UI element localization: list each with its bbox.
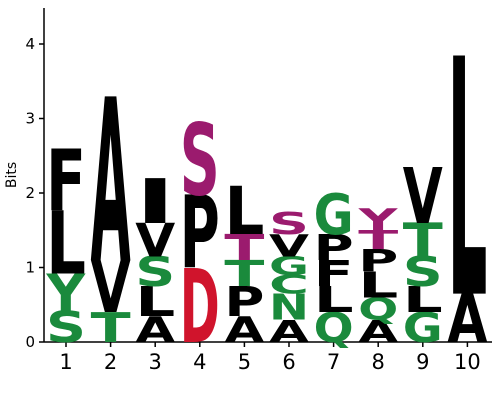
logo-letter-s: S xyxy=(135,249,175,296)
logo-letter-l: L xyxy=(224,173,264,250)
logo-letter-s: S xyxy=(180,103,220,218)
logo-letter-p: P xyxy=(180,174,220,291)
logo-letter-c: C xyxy=(269,271,309,300)
logo-letter-f: F xyxy=(46,132,86,231)
logo-letter-l: L xyxy=(46,193,86,294)
logo-letter-t: T xyxy=(224,254,264,295)
position-label: 4 xyxy=(193,350,206,374)
logo-letter-a: A xyxy=(358,315,398,350)
y-ticks: 0 1 2 3 4 xyxy=(25,35,44,351)
logo-letter-a: A xyxy=(224,310,265,351)
logo-letter-v: V xyxy=(269,229,309,264)
logo-letter-s: S xyxy=(403,249,443,296)
logo-glyphs: SYLFTVAALSVIDPSAPTTLANCGVSQLFPGAQLPTYGLS… xyxy=(46,0,488,371)
position-label: 2 xyxy=(104,350,117,374)
logo-letter-v: V xyxy=(135,214,175,268)
logo-letter-y: Y xyxy=(46,265,87,324)
position-label: 1 xyxy=(59,350,72,374)
logo-letter-y: Y xyxy=(358,203,398,238)
logo-letter-t: T xyxy=(91,304,132,352)
x-ticks: 1 2 3 4 5 6 7 8 9 10 xyxy=(59,342,481,374)
logo-letter-s: S xyxy=(46,302,86,352)
y-tick-label: 4 xyxy=(25,35,35,53)
y-tick-label: 0 xyxy=(25,333,35,351)
logo-letter-t: T xyxy=(224,228,264,269)
logo-letter-g: G xyxy=(314,183,354,248)
logo-letter-q: Q xyxy=(314,305,354,352)
logo-letter-f: F xyxy=(314,254,354,295)
position-label: 9 xyxy=(416,350,429,374)
logo-letter-g: G xyxy=(269,252,309,282)
logo-letter-n: N xyxy=(269,287,309,328)
logo-letter-t: T xyxy=(358,225,398,255)
y-axis-title: Bits xyxy=(4,162,20,188)
logo-letter-p: P xyxy=(224,279,264,326)
logo-letter-v: V xyxy=(403,152,443,241)
logo-letter-s: S xyxy=(269,205,309,241)
logo-letter-p: P xyxy=(358,244,398,279)
logo-letter-i: I xyxy=(135,166,175,237)
logo-letter-l: L xyxy=(447,0,487,371)
logo-letter-a: A xyxy=(135,310,176,351)
y-tick-label: 3 xyxy=(25,110,35,128)
logo-letter-a: A xyxy=(91,53,131,313)
logo-letter-t: T xyxy=(403,214,443,267)
logo-letter-v: V xyxy=(91,246,131,330)
logo-letter-l: L xyxy=(403,280,443,321)
logo-letter-a: A xyxy=(269,315,309,350)
logo-letter-l: L xyxy=(314,280,354,321)
position-label: 7 xyxy=(327,350,340,374)
position-label: 8 xyxy=(372,350,385,374)
logo-letter-a: A xyxy=(447,282,487,359)
position-label: 5 xyxy=(238,350,251,374)
position-label: 6 xyxy=(282,350,295,374)
position-label: 3 xyxy=(149,350,162,374)
y-tick-label: 2 xyxy=(25,184,35,202)
logo-letter-l: L xyxy=(358,265,398,306)
logo-letter-p: P xyxy=(314,227,354,269)
logo-letter-g: G xyxy=(403,304,443,352)
logo-letter-q: Q xyxy=(358,292,398,327)
y-tick-label: 1 xyxy=(25,259,35,277)
logo-letter-l: L xyxy=(135,279,175,326)
logo-letter-d: D xyxy=(180,247,220,366)
position-label: 10 xyxy=(454,350,481,374)
